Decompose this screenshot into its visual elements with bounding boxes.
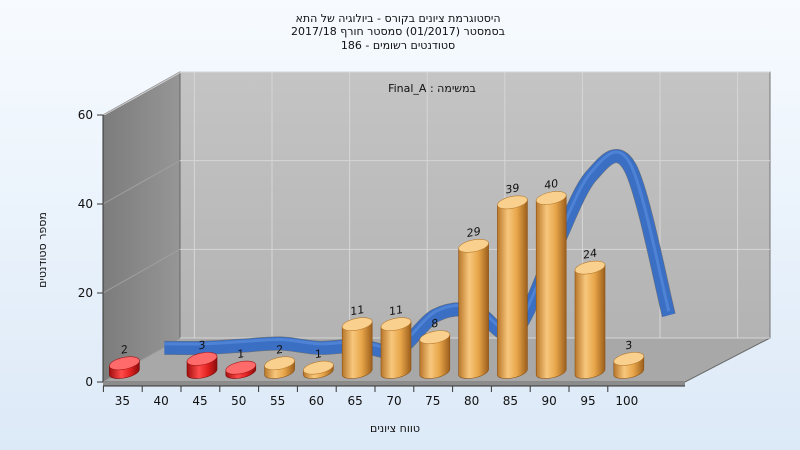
bar-cap-45 — [186, 352, 218, 366]
y-axis-ticks: 0 20 40 60 — [78, 108, 104, 389]
x-tick-label-11: 90 — [542, 394, 557, 408]
x-tick-label-7: 70 — [386, 394, 401, 408]
bar-55 — [264, 356, 295, 379]
bar-cap-75 — [419, 330, 451, 345]
x-tick-label-1: 40 — [154, 394, 169, 408]
bar-cap-35 — [109, 356, 140, 371]
bar-cap-95 — [574, 260, 606, 275]
bar-body-85 — [497, 199, 528, 379]
bar-cap-50 — [225, 360, 257, 375]
value-label-80: 29 — [467, 225, 481, 240]
bar-body-80 — [458, 242, 489, 379]
bar-body-70 — [380, 321, 412, 379]
value-label-95: 24 — [583, 246, 597, 261]
x-tick-label-10: 85 — [503, 394, 518, 408]
x-tick-label-9: 80 — [464, 394, 479, 408]
value-label-75: 8 — [431, 317, 438, 331]
bar-cap-100 — [613, 352, 645, 366]
chart-title-line-2: בסמסטר (01/2017) סמסטר חורף 2017/18 — [291, 25, 505, 38]
x-tick-label-2: 45 — [192, 394, 207, 408]
bar-cap-90 — [535, 191, 567, 205]
y-tick-label-3: 60 — [78, 108, 93, 122]
chart-title-line-1: היסטוגרמת ציונים בקורס - ביולוגיה של התא — [295, 12, 500, 25]
value-label-65: 11 — [350, 303, 364, 318]
y-tick-label-0: 0 — [85, 375, 93, 389]
x-tick-label-13: 100 — [615, 394, 638, 408]
bar-45 — [186, 352, 218, 379]
bar-85 — [497, 195, 528, 379]
bar-cap-55 — [264, 356, 295, 371]
chart-title-line-3: סטודנטים רשומים - 186 — [341, 39, 455, 52]
bar-cap-65 — [341, 317, 373, 332]
bar-body-65 — [341, 321, 373, 379]
grid-horizontal-side-1 — [102, 248, 181, 294]
trend-line — [164, 149, 676, 359]
bar-95 — [574, 260, 606, 379]
bar-cap-85 — [497, 195, 528, 210]
bar-cap-70 — [380, 317, 412, 332]
bar-body-95 — [574, 264, 606, 379]
value-label-55: 2 — [276, 343, 283, 357]
y-axis-label: מספר סטודנטים — [36, 212, 49, 288]
bar-body-75 — [419, 334, 451, 379]
value-label-90: 40 — [544, 177, 558, 192]
bar-70 — [380, 317, 412, 379]
bar-65 — [341, 317, 373, 379]
bar-60 — [303, 360, 334, 379]
bar-100 — [613, 352, 645, 379]
trend-ribbon — [164, 149, 676, 359]
x-tick-label-4: 55 — [270, 394, 285, 408]
y-tick-label-2: 40 — [78, 197, 93, 211]
bars — [109, 191, 645, 379]
bar-cap-60 — [303, 360, 334, 375]
value-label-35: 2 — [121, 343, 128, 357]
bar-35 — [109, 356, 140, 379]
value-label-100: 3 — [625, 338, 632, 352]
left-wall — [102, 71, 181, 383]
bar-80 — [458, 238, 489, 379]
bar-75 — [419, 330, 451, 379]
x-tick-label-5: 60 — [309, 394, 324, 408]
x-axis-label: טווח ציונים — [370, 422, 420, 435]
value-label-70: 11 — [389, 303, 403, 318]
x-tick-label-12: 95 — [580, 394, 595, 408]
grid-horizontal-side-3 — [102, 71, 181, 116]
value-label-60: 1 — [315, 347, 322, 361]
value-label-45: 3 — [198, 338, 205, 352]
x-tick-label-0: 35 — [115, 394, 130, 408]
floor-front-edge — [103, 382, 685, 386]
value-label-85: 39 — [505, 181, 519, 196]
bar-90 — [535, 191, 567, 379]
value-label-50: 1 — [237, 347, 244, 361]
x-tick-label-8: 75 — [425, 394, 440, 408]
trend-ribbon-highlight — [164, 150, 671, 350]
x-axis-ticks: 35 40 45 50 55 60 65 70 75 80 85 90 95 100 — [102, 385, 685, 408]
bar-body-90 — [535, 195, 567, 379]
x-tick-label-6: 65 — [348, 394, 363, 408]
grid-horizontal-side-2 — [102, 160, 181, 205]
bar-50 — [225, 360, 257, 379]
x-tick-label-3: 50 — [231, 394, 246, 408]
y-tick-label-1: 20 — [78, 286, 93, 300]
task-annotation: במשימה : Final_A — [388, 82, 476, 95]
bar-cap-80 — [458, 238, 489, 253]
